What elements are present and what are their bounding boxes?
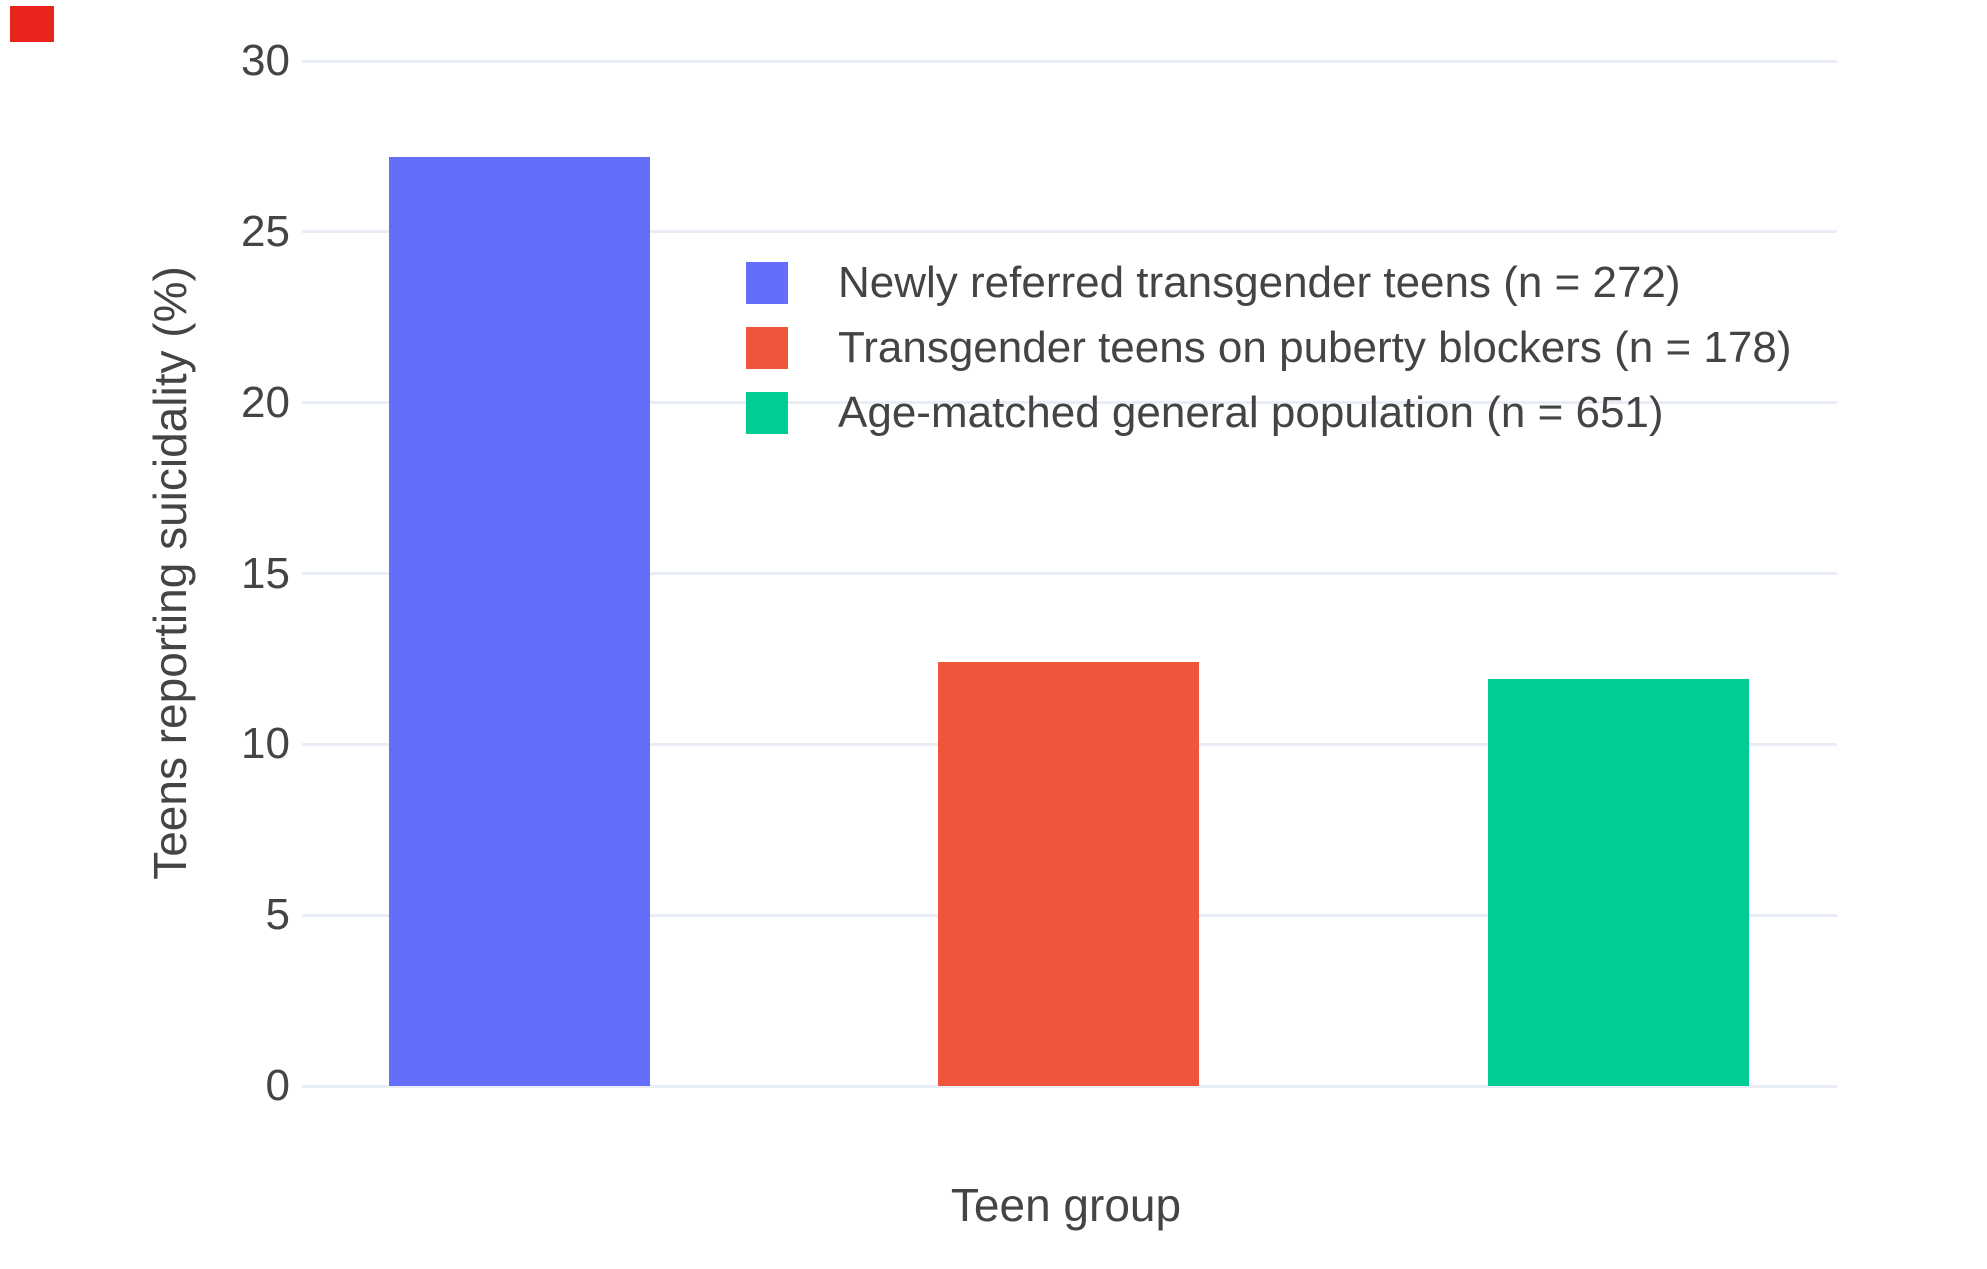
y-tick-label-5: 5: [265, 890, 290, 940]
gridline-20: [302, 401, 1837, 405]
y-tick-label-30: 30: [241, 36, 290, 85]
legend-label: Age-matched general population (n = 651): [838, 388, 1664, 437]
legend-swatch-newly-referred: [746, 262, 788, 304]
gridline-0: [302, 1084, 1837, 1088]
y-tick-label-15: 15: [241, 548, 290, 598]
legend-swatch-puberty-blockers: [746, 327, 788, 369]
plot-area: [302, 59, 1837, 1088]
legend: Newly referred transgender teens (n = 27…: [746, 258, 1792, 437]
y-tick-label-25: 25: [241, 206, 290, 256]
y-tick-label-10: 10: [241, 719, 290, 769]
bar-1: [389, 156, 650, 1086]
corner-red-mark: [10, 6, 54, 42]
y-tick-label-20: 20: [241, 377, 290, 427]
legend-item-puberty-blockers[interactable]: Transgender teens on puberty blockers (n…: [746, 323, 1792, 372]
bar-2: [938, 662, 1199, 1086]
bar-3: [1488, 679, 1749, 1086]
legend-label: Transgender teens on puberty blockers (n…: [838, 323, 1792, 372]
legend-item-general-population[interactable]: Age-matched general population (n = 651): [746, 388, 1791, 437]
y-tick-label-0: 0: [265, 1061, 290, 1110]
legend-item-newly-referred[interactable]: Newly referred transgender teens (n = 27…: [746, 258, 1791, 307]
gridline-15: [302, 572, 1837, 575]
gridline-25: [302, 230, 1837, 234]
legend-label: Newly referred transgender teens (n = 27…: [838, 258, 1681, 307]
gridline-30: [302, 59, 1837, 63]
legend-swatch-general-population: [746, 392, 788, 434]
x-axis-title: Teen group: [950, 1179, 1182, 1231]
